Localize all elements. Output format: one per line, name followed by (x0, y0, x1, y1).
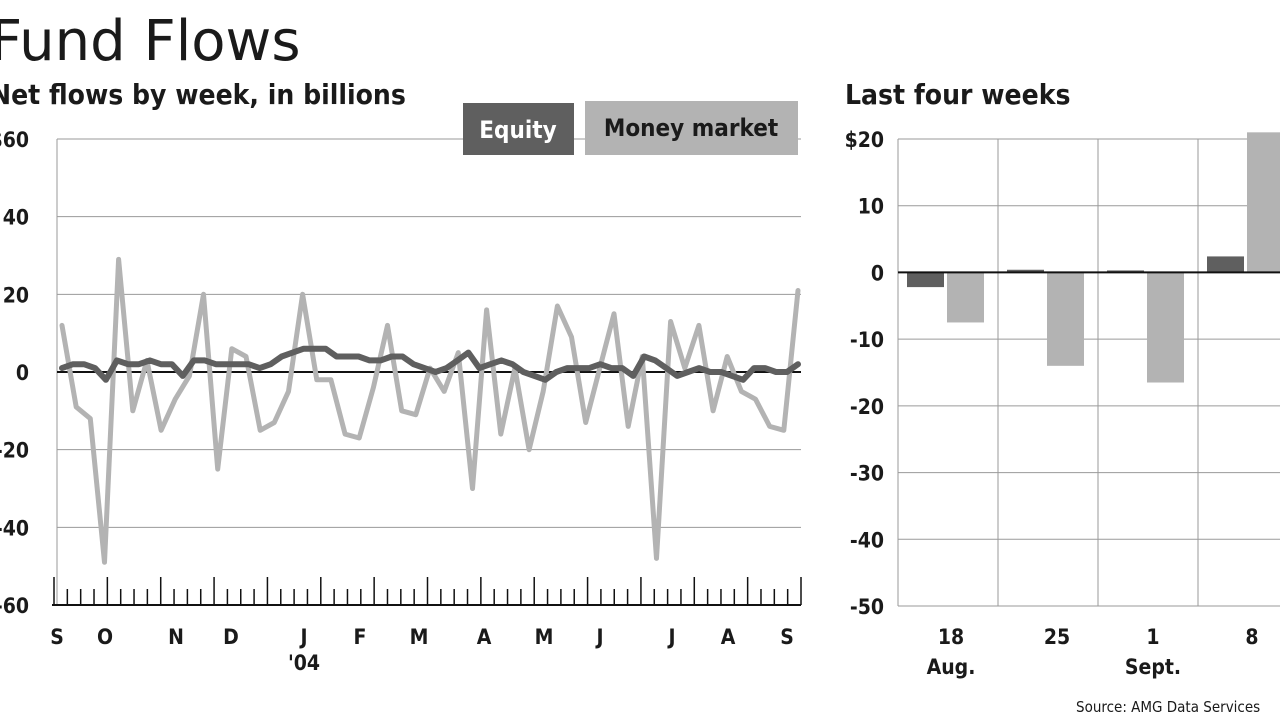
y-tick-label: 0 (871, 261, 884, 285)
money-market-line (59, 256, 801, 565)
equity-bar (1107, 270, 1144, 273)
category-sublabel: Aug. (927, 655, 976, 679)
category-sublabel: Sept. (1125, 655, 1181, 679)
y-tick-label: -60 (0, 594, 29, 618)
x-month-label: J (666, 625, 675, 649)
equity-line (59, 345, 801, 383)
y-tick-label: 40 (3, 206, 29, 230)
category-label: 8 (1245, 625, 1258, 649)
y-tick-label: $20 (845, 128, 884, 152)
category-label: 25 (1044, 625, 1070, 649)
legend: Equity Money market (463, 101, 798, 155)
x-year-label: '04 (288, 651, 320, 675)
y-tick-label: -40 (850, 528, 884, 552)
y-tick-label: -50 (850, 595, 884, 619)
x-month-label: N (168, 625, 184, 649)
y-tick-label: -10 (850, 328, 884, 352)
x-month-label: M (410, 625, 429, 649)
x-month-label: S (50, 625, 64, 649)
y-tick-label: -30 (850, 462, 884, 486)
right-chart-title: Last four weeks (845, 78, 1070, 111)
x-month-label: J (594, 625, 603, 649)
x-month-label: D (223, 625, 239, 649)
x-month-label: S (780, 625, 794, 649)
source-note: Source: AMG Data Services (1076, 698, 1260, 716)
x-month-label: F (354, 625, 367, 649)
last-four-weeks-bar-chart: $20 10 0 -10 -20 -30 -40 -50 18 Aug. 25 1 Sept. 8 (845, 128, 1280, 679)
x-month-label: A (477, 625, 492, 649)
x-month-label: O (97, 625, 113, 649)
x-month-label: M (535, 625, 554, 649)
y-tick-label: -20 (850, 395, 884, 419)
y-tick-label: -40 (0, 516, 29, 540)
category-label: 18 (938, 625, 964, 649)
y-tick-label: $60 (0, 128, 29, 152)
x-month-label: A (721, 625, 736, 649)
equity-bar (1007, 269, 1044, 273)
weekly-line-chart: $60 40 20 0 -20 -40 -60 S O N D J F M A M J J A S '04 (0, 128, 802, 675)
money-market-bar (947, 272, 984, 323)
legend-equity-label: Equity (479, 116, 556, 144)
legend-money-market-swatch (585, 101, 798, 155)
y-tick-label: -20 (0, 439, 29, 463)
equity-bar (907, 272, 944, 288)
money-market-bar (1247, 132, 1280, 273)
y-tick-label: 20 (3, 283, 29, 307)
legend-equity-swatch (463, 103, 574, 155)
legend-money-market-label: Money market (604, 114, 778, 142)
y-tick-label: 0 (16, 361, 29, 385)
money-market-bar (1047, 272, 1084, 366)
x-month-label: J (298, 625, 307, 649)
left-chart-title: Net flows by week, in billions (0, 78, 406, 111)
figure-title: Fund Flows (0, 9, 301, 74)
category-label: 1 (1146, 625, 1159, 649)
equity-bar (1207, 256, 1244, 273)
y-tick-label: 10 (858, 195, 884, 219)
money-market-bar (1147, 272, 1184, 383)
